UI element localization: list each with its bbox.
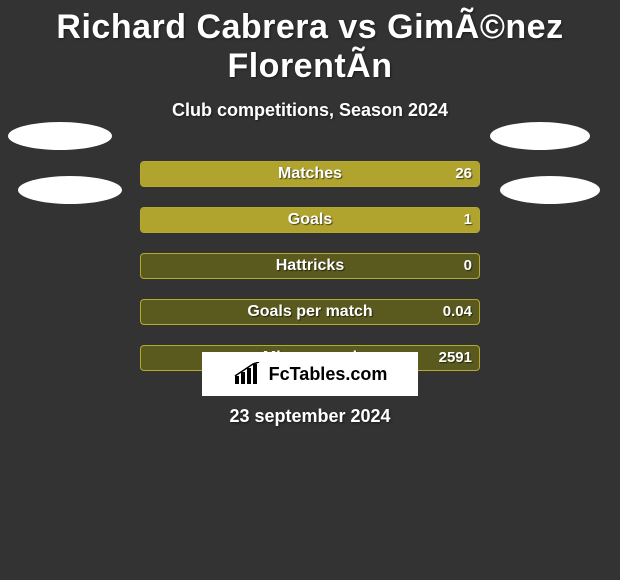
badge-ellipse [8, 122, 112, 150]
subtitle: Club competitions, Season 2024 [0, 100, 620, 121]
badge-ellipse [500, 176, 600, 204]
update-date: 23 september 2024 [0, 406, 620, 427]
stat-bar-fill [141, 162, 479, 186]
badge-ellipse [18, 176, 122, 204]
stat-bar-track [140, 253, 480, 279]
stat-row: Hattricks0 [0, 243, 620, 289]
comparison-card: Richard Cabrera vs GimÃ©nez FlorentÃ­n C… [0, 0, 620, 580]
stat-row: Goals1 [0, 197, 620, 243]
badge-ellipse [490, 122, 590, 150]
stat-bar-track [140, 161, 480, 187]
page-title: Richard Cabrera vs GimÃ©nez FlorentÃ­n [0, 0, 620, 86]
stat-bar-fill [141, 208, 479, 232]
stat-bar-track [140, 207, 480, 233]
logo-bars-icon [233, 362, 263, 386]
stat-row: Goals per match0.04 [0, 289, 620, 335]
logo-text: FcTables.com [269, 364, 388, 385]
stat-bar-track [140, 299, 480, 325]
fctables-logo: FcTables.com [202, 352, 418, 396]
